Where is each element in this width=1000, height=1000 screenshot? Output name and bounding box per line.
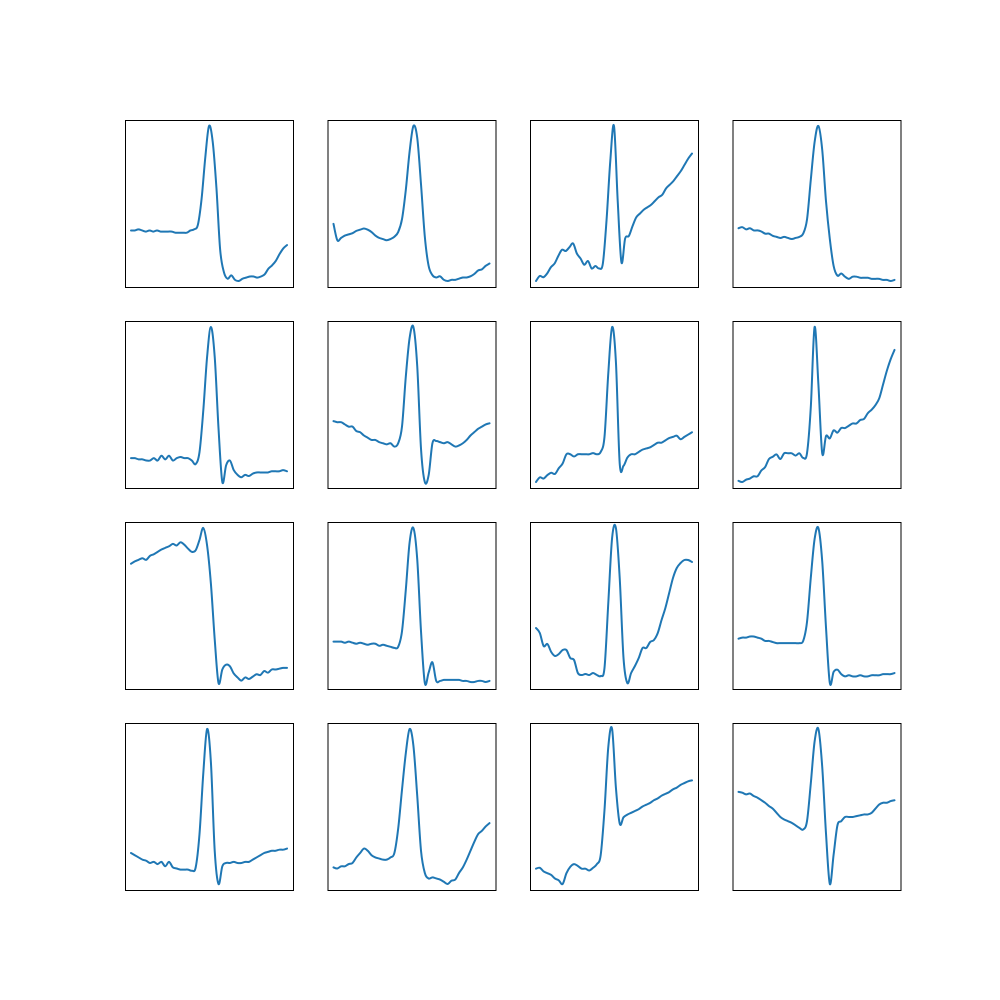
axes-frame [732, 321, 902, 489]
series-line [535, 726, 693, 886]
subplot-10 [327, 522, 497, 690]
axes-frame [327, 723, 497, 891]
subplot-1 [125, 120, 294, 288]
subplot-9 [125, 522, 294, 690]
axes-frame [732, 120, 902, 288]
subplot-6 [327, 321, 497, 489]
series-line [737, 526, 896, 686]
axes-frame [125, 522, 294, 690]
subplot-16 [732, 723, 902, 891]
axes-frame [327, 522, 497, 690]
series-line [535, 123, 693, 282]
subplot-11 [530, 522, 699, 690]
axes-frame [530, 723, 699, 891]
axes-frame [530, 522, 699, 690]
series-line [130, 526, 288, 685]
subplot-2 [327, 120, 497, 288]
axes-frame [732, 723, 902, 891]
subplot-12 [732, 522, 902, 690]
series-line [130, 727, 288, 886]
subplot-7 [530, 321, 699, 489]
subplot-3 [530, 120, 699, 288]
axes-frame [732, 522, 902, 690]
series-line [737, 325, 896, 484]
axes-frame [327, 120, 497, 288]
series-line [332, 526, 491, 686]
series-line [130, 124, 288, 283]
axes-frame [530, 321, 699, 489]
axes-frame [327, 321, 497, 489]
series-line [332, 727, 491, 886]
subplot-15 [530, 723, 699, 891]
axes-frame [125, 321, 294, 489]
axes-frame [530, 120, 699, 288]
subplot-13 [125, 723, 294, 891]
series-line [130, 326, 288, 485]
series-line [332, 324, 491, 485]
series-line [737, 726, 896, 886]
series-line [535, 523, 693, 685]
series-line [535, 325, 693, 483]
series-line [737, 124, 896, 282]
series-line [332, 124, 491, 282]
subplot-4 [732, 120, 902, 288]
axes-frame [125, 120, 294, 288]
subplot-14 [327, 723, 497, 891]
axes-frame [125, 723, 294, 891]
subplot-5 [125, 321, 294, 489]
subplot-8 [732, 321, 902, 489]
subplot-grid [125, 120, 902, 891]
